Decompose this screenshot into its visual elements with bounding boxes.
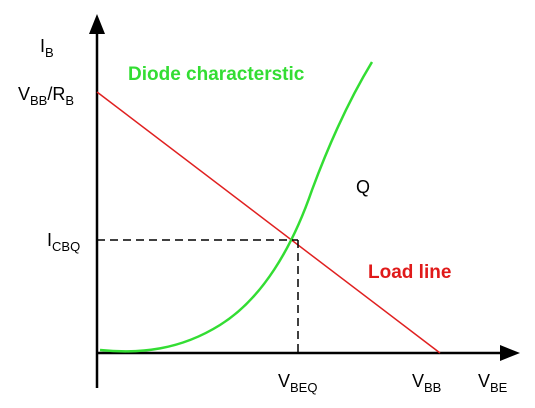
- icbq-label-main: I: [47, 230, 52, 250]
- y-axis-label-main: I: [40, 36, 45, 56]
- vbb-label: VBB: [412, 371, 441, 395]
- y-intercept-sub1: BB: [30, 93, 47, 108]
- y-intercept-sub2: B: [65, 93, 74, 108]
- load-line: [96, 91, 441, 354]
- vbb-label-main: V: [412, 371, 424, 391]
- vbeq-label-main: V: [278, 371, 290, 391]
- y-intercept-mid: /R: [47, 84, 65, 104]
- x-axis-label: VBE: [478, 371, 508, 395]
- vbb-label-sub: BB: [424, 380, 441, 395]
- x-axis-arrow: [500, 345, 520, 361]
- x-axis-label-main: V: [478, 371, 490, 391]
- y-axis-label-sub: B: [45, 45, 54, 60]
- diode-characteristic-label: Diode characterstic: [128, 64, 305, 85]
- y-axis-arrow: [89, 14, 105, 34]
- icbq-label: ICBQ: [47, 230, 80, 254]
- icbq-label-sub: CBQ: [52, 239, 80, 254]
- diode-characteristic-curve: [99, 61, 374, 353]
- load-line-label: Load line: [368, 262, 451, 283]
- vbeq-label: VBEQ: [278, 371, 317, 395]
- y-axis-label: IB: [40, 36, 54, 60]
- y-intercept-label: VBB/RB: [18, 84, 74, 108]
- vbeq-label-sub: BEQ: [290, 380, 317, 395]
- y-intercept-main1: V: [18, 84, 30, 104]
- x-axis-label-sub: BE: [490, 380, 508, 395]
- q-point-label: Q: [356, 177, 370, 197]
